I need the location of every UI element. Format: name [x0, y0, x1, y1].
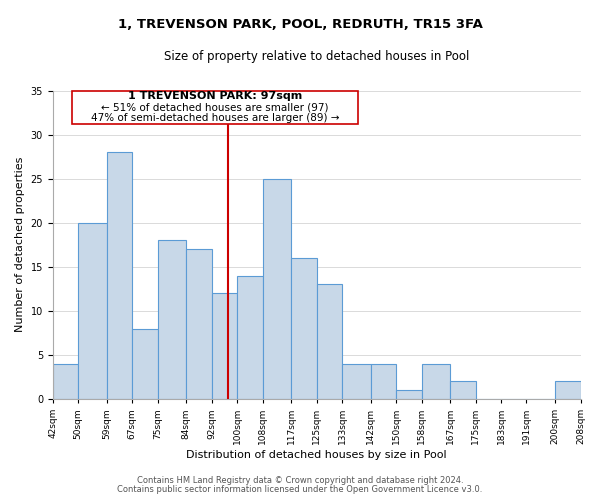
Text: ← 51% of detached houses are smaller (97): ← 51% of detached houses are smaller (97… [101, 102, 329, 113]
Bar [158, 240, 186, 399]
Bar [132, 328, 158, 399]
Bar [291, 258, 317, 399]
FancyBboxPatch shape [72, 90, 358, 124]
Bar [450, 382, 476, 399]
Bar [371, 364, 396, 399]
Bar [396, 390, 422, 399]
Bar [263, 178, 291, 399]
Bar [212, 294, 237, 399]
Bar [107, 152, 132, 399]
Text: Contains public sector information licensed under the Open Government Licence v3: Contains public sector information licen… [118, 485, 482, 494]
Text: Contains HM Land Registry data © Crown copyright and database right 2024.: Contains HM Land Registry data © Crown c… [137, 476, 463, 485]
Bar [422, 364, 450, 399]
X-axis label: Distribution of detached houses by size in Pool: Distribution of detached houses by size … [187, 450, 447, 460]
Bar [317, 284, 342, 399]
Bar [342, 364, 371, 399]
Text: 47% of semi-detached houses are larger (89) →: 47% of semi-detached houses are larger (… [91, 114, 339, 124]
Bar [555, 382, 581, 399]
Bar [237, 276, 263, 399]
Title: Size of property relative to detached houses in Pool: Size of property relative to detached ho… [164, 50, 469, 63]
Text: 1, TREVENSON PARK, POOL, REDRUTH, TR15 3FA: 1, TREVENSON PARK, POOL, REDRUTH, TR15 3… [118, 18, 482, 30]
Bar [78, 223, 107, 399]
Bar [53, 364, 78, 399]
Text: 1 TREVENSON PARK: 97sqm: 1 TREVENSON PARK: 97sqm [128, 90, 302, 101]
Bar [186, 249, 212, 399]
Y-axis label: Number of detached properties: Number of detached properties [15, 157, 25, 332]
